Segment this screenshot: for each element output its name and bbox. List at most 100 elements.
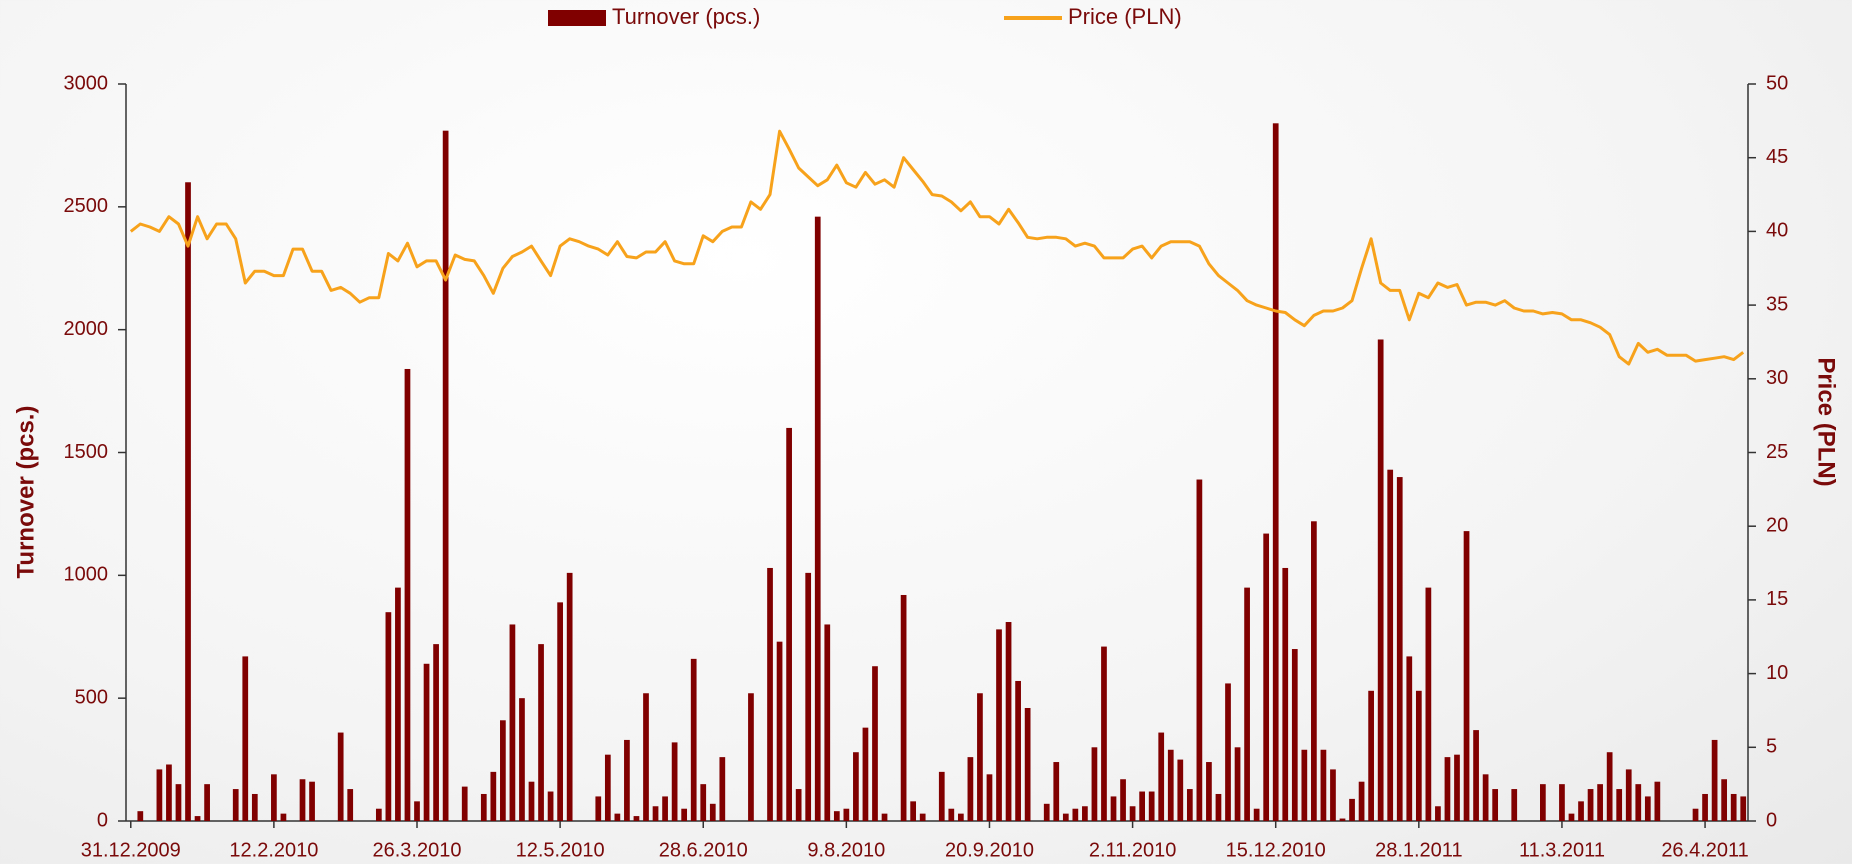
- bar: [1644, 796, 1651, 821]
- bar: [204, 784, 210, 821]
- bar: [423, 663, 430, 821]
- bar: [1415, 690, 1422, 821]
- y2-tick-label: 15: [1766, 588, 1788, 610]
- y2-tick-label: 40: [1766, 220, 1788, 242]
- bar: [833, 811, 840, 821]
- bar: [1454, 754, 1460, 821]
- x-tick-label: 26.4.2011: [1661, 839, 1749, 861]
- bar: [604, 754, 611, 821]
- bar: [232, 789, 239, 821]
- bar: [375, 808, 382, 821]
- bar: [1043, 803, 1050, 821]
- bar: [1196, 479, 1203, 821]
- y-tick-label: 0: [97, 809, 108, 831]
- bar: [967, 757, 974, 821]
- bar: [1282, 567, 1289, 821]
- x-tick-label: 28.1.2011: [1375, 839, 1463, 861]
- bar: [1377, 339, 1384, 821]
- bar: [1253, 808, 1260, 821]
- bar: [1206, 762, 1212, 821]
- bar: [767, 567, 773, 821]
- bar: [1225, 683, 1231, 821]
- bar: [824, 624, 831, 821]
- bar: [433, 644, 439, 821]
- bar: [1091, 747, 1098, 821]
- bar: [662, 796, 668, 821]
- bar: [1082, 806, 1088, 821]
- bar: [986, 774, 993, 821]
- bar: [1387, 469, 1394, 821]
- bar: [1482, 774, 1489, 821]
- bar: [385, 612, 392, 821]
- bar: [509, 624, 516, 821]
- bar: [814, 216, 821, 821]
- bar: [480, 793, 487, 821]
- bar: [709, 803, 716, 821]
- bar: [566, 572, 573, 821]
- bar: [1425, 587, 1432, 821]
- bar: [614, 813, 621, 821]
- bar: [1139, 791, 1145, 821]
- x-tick-label: 12.5.2010: [516, 839, 605, 861]
- bar: [881, 813, 888, 821]
- x-tick-label: 11.3.2011: [1519, 839, 1605, 861]
- bar: [1330, 769, 1336, 821]
- bar: [1692, 808, 1699, 821]
- bar: [938, 771, 945, 821]
- y-tick-label: 1500: [64, 441, 109, 463]
- bar: [671, 742, 678, 821]
- bar: [557, 602, 563, 821]
- bar: [1167, 749, 1174, 821]
- bar: [1635, 784, 1642, 821]
- bar: [1244, 587, 1250, 821]
- bar: [900, 594, 907, 821]
- bar: [1110, 796, 1117, 821]
- bar: [910, 801, 917, 821]
- bar: [1578, 801, 1584, 821]
- bar: [1120, 779, 1126, 821]
- bar: [1597, 784, 1603, 821]
- bar: [1625, 769, 1632, 821]
- bar: [547, 791, 554, 821]
- bar: [1263, 533, 1270, 821]
- x-tick-label: 31.12.2009: [81, 839, 181, 861]
- bar: [652, 806, 659, 821]
- bar: [948, 808, 955, 821]
- bar: [1339, 818, 1346, 821]
- y-axis-title: Turnover (pcs.): [12, 406, 39, 579]
- x-tick-label: 9.8.2010: [807, 839, 885, 861]
- y-tick-label: 1000: [64, 564, 109, 586]
- y-tick-label: 3000: [64, 72, 109, 94]
- bar: [1062, 813, 1069, 821]
- bar: [1101, 646, 1107, 821]
- bar: [528, 781, 535, 821]
- y-tick-label: 2500: [64, 195, 109, 217]
- bar: [194, 816, 201, 821]
- bar: [137, 811, 144, 821]
- y2-tick-label: 10: [1766, 662, 1788, 684]
- bar: [414, 801, 420, 821]
- bar: [1511, 789, 1518, 821]
- bar: [1148, 791, 1155, 821]
- bar: [1568, 813, 1575, 821]
- x-tick-label: 28.6.2010: [659, 839, 748, 861]
- bar: [347, 789, 354, 821]
- bar: [643, 693, 649, 821]
- bar: [1320, 749, 1327, 821]
- bar: [185, 182, 191, 821]
- bar: [1358, 781, 1365, 821]
- bar: [538, 644, 544, 821]
- bar: [633, 816, 640, 821]
- bar: [862, 727, 869, 821]
- bar: [1215, 793, 1222, 821]
- y2-tick-label: 25: [1766, 441, 1788, 463]
- bar: [996, 629, 1002, 821]
- bar: [1559, 784, 1565, 821]
- bar: [1616, 789, 1623, 821]
- bar: [805, 572, 812, 821]
- bar: [1311, 521, 1317, 821]
- bar: [442, 130, 449, 822]
- bar: [1406, 656, 1413, 821]
- y2-tick-label: 30: [1766, 367, 1788, 389]
- bar: [595, 796, 602, 821]
